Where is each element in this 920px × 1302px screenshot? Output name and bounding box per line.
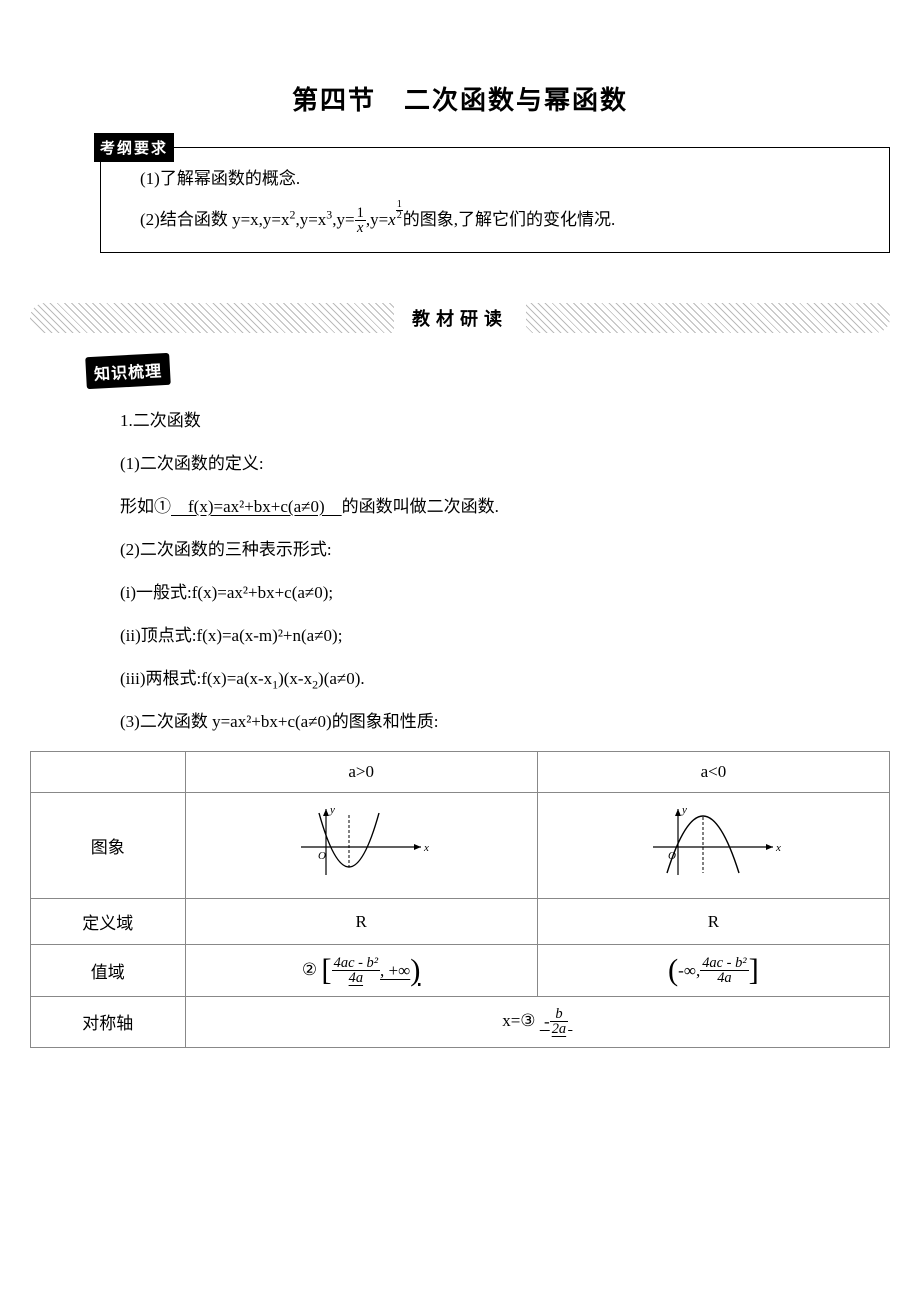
range-pos-frac: 4ac - b² 4a: [332, 956, 380, 986]
range-neg-expr: ( -∞, 4ac - b² 4a ]: [668, 955, 759, 986]
domain-pos: R: [185, 899, 537, 945]
requirement-2: (2)结合函数 y=x,y=x2,y=x3,y=1x,y=x12的图象,了解它们…: [120, 200, 890, 241]
section-banner: 教材研读: [30, 303, 890, 333]
k-def-label: (1)二次函数的定义:: [120, 444, 880, 483]
k-forms-label: (2)二次函数的三种表示形式:: [120, 530, 880, 569]
k-form-iii-c: )(a≠0).: [318, 669, 365, 688]
k-heading-1: 1.二次函数: [120, 401, 880, 440]
k-form-iii-b: )(x-x: [278, 669, 312, 688]
parabola-upward-icon: O x y: [281, 803, 441, 883]
axis-den: 2a: [550, 1022, 568, 1036]
k-form-i: (i)一般式:f(x)=ax²+bx+c(a≠0);: [120, 573, 880, 612]
requirements-block: 考纲要求 (1)了解幂函数的概念. (2)结合函数 y=x,y=x2,y=x3,…: [30, 147, 890, 253]
svg-text:x: x: [423, 842, 429, 854]
k-form-iii: (iii)两根式:f(x)=a(x-x1)(x-x2)(a≠0).: [120, 659, 880, 698]
range-pos-den: 4a: [332, 971, 380, 985]
range-neg-frac: 4ac - b² 4a: [700, 956, 748, 986]
requirements-tag-text: 考纲要求: [100, 140, 168, 157]
col-a-negative: a<0: [537, 752, 889, 793]
frac-num: 1: [355, 206, 366, 221]
page-title: 第四节 二次函数与幂函数: [30, 80, 890, 117]
graph-downward-cell: O x y: [537, 793, 889, 899]
range-neg-den: 4a: [700, 971, 748, 985]
requirement-1: (1)了解幂函数的概念.: [120, 159, 890, 200]
axis-prefix: x=③: [502, 1011, 535, 1030]
k-def-suffix: 的函数叫做二次函数.: [342, 497, 499, 516]
k-props-label: (3)二次函数 y=ax²+bx+c(a≠0)的图象和性质:: [120, 702, 880, 741]
req2-text-a: (2)结合函数 y=x,y=x: [140, 210, 290, 229]
range-neg-prefix: -∞,: [678, 961, 700, 981]
col-a-positive: a>0: [185, 752, 537, 793]
req2-text-c: ,y=: [332, 210, 354, 229]
graph-upward-cell: O x y: [185, 793, 537, 899]
range-pos-suffix: , +∞: [380, 961, 410, 981]
req2-text-b: ,y=x: [295, 210, 326, 229]
req-bottom-border: [100, 252, 890, 253]
table-row-header: a>0 a<0: [31, 752, 890, 793]
table-row-range: 值域 ② [ 4ac - b² 4a , +∞ ) ( -∞,: [31, 945, 890, 997]
domain-neg: R: [537, 899, 889, 945]
req2-xvar: x: [388, 210, 396, 229]
table-row-domain: 定义域 R R: [31, 899, 890, 945]
section-banner-label: 教材研读: [394, 303, 526, 333]
range-pos-num: 4ac - b²: [332, 956, 380, 971]
req2-text-e: 的图象,了解它们的变化情况.: [403, 210, 616, 229]
frac-den: x: [355, 221, 366, 235]
range-pos-circ: ②: [302, 960, 317, 980]
parabola-downward-icon: O x y: [633, 803, 793, 883]
axis-expr: - b 2a: [540, 1007, 573, 1037]
range-neg-num: 4ac - b²: [700, 956, 748, 971]
range-pos: ② [ 4ac - b² 4a , +∞ ): [185, 945, 537, 997]
axis-cell: x=③ - b 2a: [185, 996, 889, 1047]
table-row-graph: 图象 O x y: [31, 793, 890, 899]
k-form-ii: (ii)顶点式:f(x)=a(x-m)²+n(a≠0);: [120, 616, 880, 655]
k-def-prefix: 形如①: [120, 497, 171, 516]
range-neg: ( -∞, 4ac - b² 4a ]: [537, 945, 889, 997]
page-container: 第四节 二次函数与幂函数 考纲要求 (1)了解幂函数的概念. (2)结合函数 y…: [0, 0, 920, 1088]
table-row-axis: 对称轴 x=③ - b 2a: [31, 996, 890, 1047]
svg-text:O: O: [318, 850, 326, 862]
req-top-border: [170, 147, 890, 148]
axis-num: b: [550, 1007, 568, 1022]
svg-text:x: x: [775, 842, 781, 854]
req2-exp-half: 12: [396, 200, 403, 221]
row-label-axis: 对称轴: [31, 996, 186, 1047]
knowledge-body: 1.二次函数 (1)二次函数的定义: 形如① f(x)=ax²+bx+c(a≠0…: [30, 401, 890, 742]
exp-half-den: 2: [396, 211, 403, 221]
properties-table: a>0 a<0 图象 O x y: [30, 751, 890, 1048]
k-form-iii-a: (iii)两根式:f(x)=a(x-x: [120, 669, 272, 688]
req2-text-d: ,y=: [366, 210, 388, 229]
req2-frac-1overx: 1x: [355, 206, 366, 236]
svg-text:y: y: [681, 804, 687, 816]
range-pos-expr: [ 4ac - b² 4a , +∞ ): [321, 955, 420, 986]
row-label-domain: 定义域: [31, 899, 186, 945]
k-def-line: 形如① f(x)=ax²+bx+c(a≠0) 的函数叫做二次函数.: [120, 487, 880, 526]
knowledge-tag: 知识梳理: [85, 352, 171, 388]
row-label-range: 值域: [31, 945, 186, 997]
axis-frac: b 2a: [550, 1007, 568, 1037]
row-label-graph: 图象: [31, 793, 186, 899]
requirements-tag: 考纲要求: [94, 133, 174, 162]
k-def-underline: f(x)=ax²+bx+c(a≠0): [171, 497, 342, 516]
svg-text:y: y: [329, 804, 335, 816]
